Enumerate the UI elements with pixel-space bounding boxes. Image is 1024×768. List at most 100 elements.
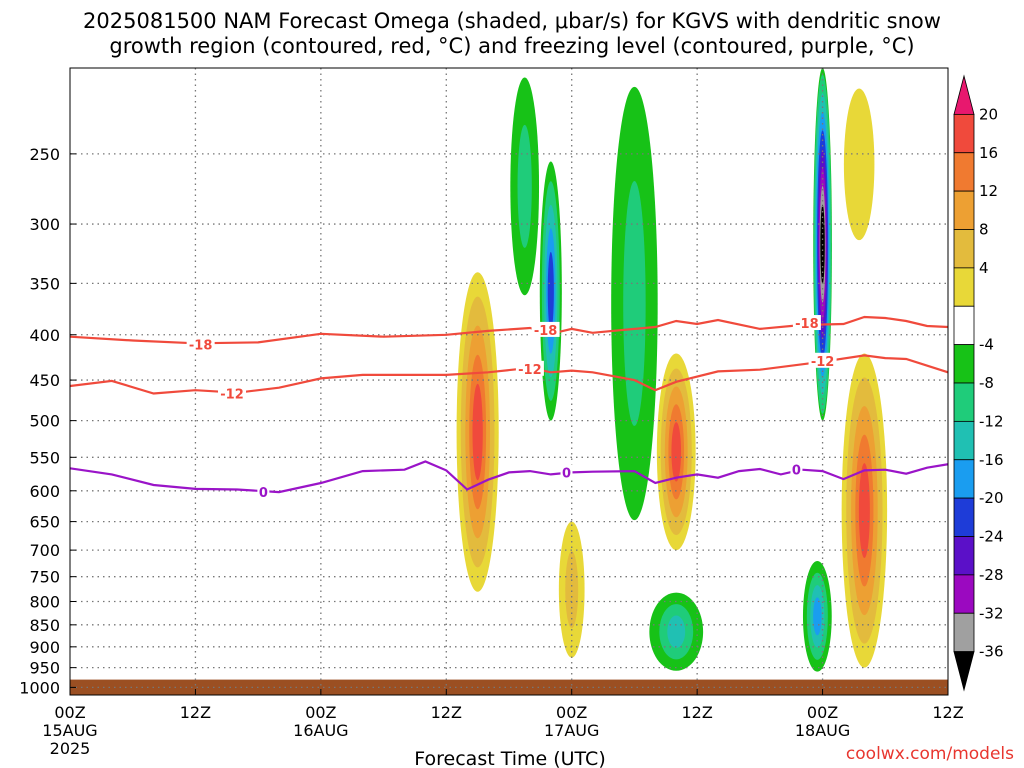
- omega-cell: [843, 88, 875, 241]
- credit-text: coolwx.com/models: [845, 744, 1014, 764]
- chart-title-line1: 2025081500 NAM Forecast Omega (shaded, μ…: [83, 9, 941, 33]
- colorbar-box: [953, 152, 975, 192]
- x-tick-label: 00Z: [807, 703, 838, 722]
- colorbar-box: [953, 344, 975, 384]
- contour-label: -18: [795, 317, 819, 332]
- colorbar-label: -20: [979, 489, 1004, 507]
- omega-level: [858, 463, 870, 558]
- x-tick-label: 12Z: [932, 703, 963, 722]
- colorbar-box: [953, 229, 975, 269]
- colorbar-label: -12: [979, 412, 1004, 430]
- contour-label: -12: [220, 388, 244, 403]
- y-tick-label: 1000: [19, 678, 60, 697]
- colorbar-bottom-triangle: [953, 651, 975, 692]
- colorbar-label: -32: [979, 604, 1004, 622]
- y-tick-label: 300: [29, 215, 60, 234]
- contour-minus18: [70, 315, 948, 345]
- chart-title-line2: growth region (contoured, red, °C) and f…: [109, 34, 915, 58]
- omega-level: [667, 615, 686, 648]
- omega-cell: [611, 86, 658, 521]
- y-tick-label: 650: [29, 513, 60, 532]
- y-tick-label: 250: [29, 145, 60, 164]
- contour-label-bg: [218, 385, 247, 401]
- y-tick-label: 500: [29, 412, 60, 431]
- y-axis: 250 300 350 400 450 500 550 600 650 700 750 800 850 9…: [19, 145, 76, 697]
- x-tick-year: 2025: [50, 739, 91, 758]
- x-tick-label: 12Z: [681, 703, 712, 722]
- colorbar-box: [953, 113, 975, 154]
- omega-level: [547, 251, 554, 331]
- colorbar-label: -4: [979, 336, 994, 354]
- contour-label: 0: [259, 486, 268, 501]
- ground-terrain: [70, 679, 948, 695]
- x-tick-label: 12Z: [180, 703, 211, 722]
- contour-label: -18: [534, 324, 558, 339]
- colorbar-box: [953, 497, 975, 537]
- contour-label: 0: [562, 466, 571, 481]
- x-tick-label: 12Z: [431, 703, 462, 722]
- omega-cell: [510, 77, 540, 296]
- y-tick-label: 400: [29, 326, 60, 345]
- omega-cell: [456, 272, 499, 592]
- colorbar-label: 8: [979, 221, 989, 239]
- colorbar-box: [953, 536, 975, 576]
- x-tick-date: 17AUG: [544, 721, 599, 740]
- omega-cell: [539, 161, 562, 421]
- colorbar-box: [953, 382, 975, 422]
- colorbar-label: 12: [979, 182, 998, 200]
- ground-fill: [70, 679, 948, 695]
- colorbar-label: 16: [979, 144, 998, 162]
- contour-label-bg: [515, 360, 544, 376]
- colorbar-box: [953, 612, 975, 653]
- grid-lines: [70, 68, 948, 695]
- x-tick-date: 18AUG: [795, 721, 850, 740]
- omega-cell: [802, 560, 832, 672]
- y-tick-label: 350: [29, 274, 60, 293]
- omega-level: [565, 551, 579, 629]
- y-tick-label: 800: [29, 593, 60, 612]
- x-tick-label: 00Z: [556, 703, 587, 722]
- contour-label-bg: [186, 336, 215, 352]
- y-tick-label: 950: [29, 659, 60, 678]
- colorbar-box: [953, 267, 975, 307]
- omega-level: [517, 124, 532, 248]
- y-tick-label: 700: [29, 541, 60, 560]
- contour-label: -18: [189, 338, 213, 353]
- colorbar-label: -28: [979, 566, 1004, 584]
- omega-level: [671, 422, 682, 482]
- contour-freezing-level: [70, 460, 948, 494]
- y-tick-label: 450: [29, 371, 60, 390]
- x-axis-label: Forecast Time (UTC): [414, 748, 605, 768]
- y-tick-label: 900: [29, 638, 60, 657]
- x-tick-label: 00Z: [305, 703, 336, 722]
- omega-cell: [649, 592, 704, 671]
- colorbar-label: -8: [979, 374, 994, 392]
- contour-label: -12: [518, 363, 542, 378]
- colorbar: 20 16 12 8 4 -4 -8 -12 -16 -20 -24 -28 -32 -36: [953, 74, 1004, 692]
- contour-label-bg: [792, 315, 821, 331]
- contour-label: 0: [792, 464, 801, 479]
- y-tick-label: 600: [29, 482, 60, 501]
- omega-level: [843, 88, 875, 241]
- colorbar-box: [953, 459, 975, 499]
- colorbar-label: 20: [979, 105, 998, 123]
- colorbar-box: [953, 190, 975, 230]
- x-tick-date: 15AUG: [42, 721, 97, 740]
- omega-cell: [656, 353, 696, 551]
- contour-label-bg: [531, 321, 560, 337]
- x-tick-date: 16AUG: [293, 721, 348, 740]
- colorbar-box: [953, 305, 975, 346]
- plot-frame: [69, 67, 949, 696]
- colorbar-label: 4: [979, 259, 989, 277]
- contour-label: -12: [811, 355, 835, 370]
- colorbar-label: -16: [979, 451, 1004, 469]
- y-tick-label: 550: [29, 448, 60, 467]
- omega-level: [813, 597, 822, 636]
- contour-label-bg: [790, 461, 803, 477]
- omega-shading: [456, 68, 888, 672]
- omega-level: [472, 383, 483, 481]
- x-tick-label: 00Z: [54, 703, 85, 722]
- colorbar-box: [953, 574, 975, 614]
